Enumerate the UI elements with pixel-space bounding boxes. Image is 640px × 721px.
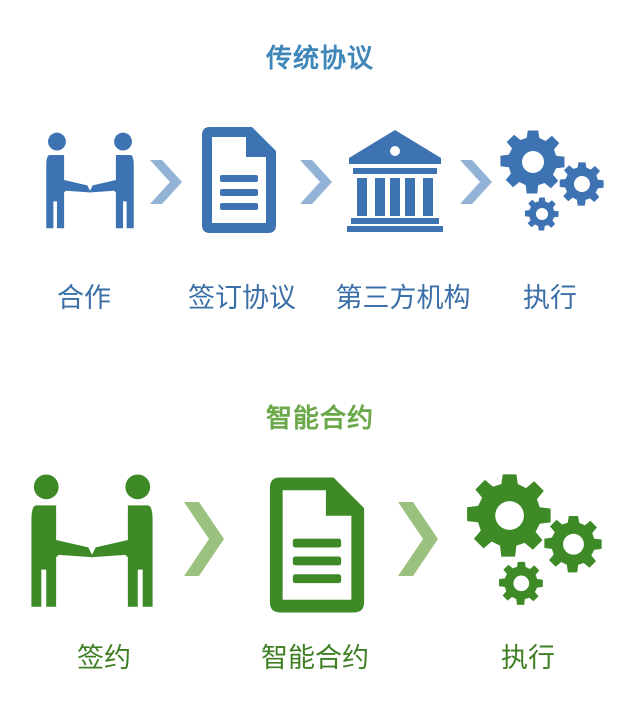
step-label: 合作 (57, 283, 111, 314)
chevron-right-icon (150, 160, 182, 204)
traditional-title: 传统协议 (265, 44, 374, 74)
gears-icon (500, 130, 604, 231)
chevron-right-icon (184, 502, 224, 576)
chevron-right-icon (300, 160, 332, 204)
gears-icon (467, 474, 602, 605)
document-icon (202, 127, 276, 233)
handshake-icon (31, 474, 153, 607)
step-label: 第三方机构 (335, 283, 471, 314)
institution-icon (347, 130, 443, 232)
step-label: 执行 (501, 643, 555, 674)
step-label: 签约 (77, 643, 131, 674)
step-label: 智能合约 (261, 643, 369, 674)
smart-contract-title: 智能合约 (265, 404, 374, 434)
document-icon (269, 477, 365, 613)
chevron-right-icon (398, 502, 438, 576)
step-label: 执行 (523, 283, 577, 314)
step-label: 签订协议 (188, 283, 296, 314)
handshake-icon (46, 132, 134, 229)
chevron-right-icon (460, 160, 492, 204)
